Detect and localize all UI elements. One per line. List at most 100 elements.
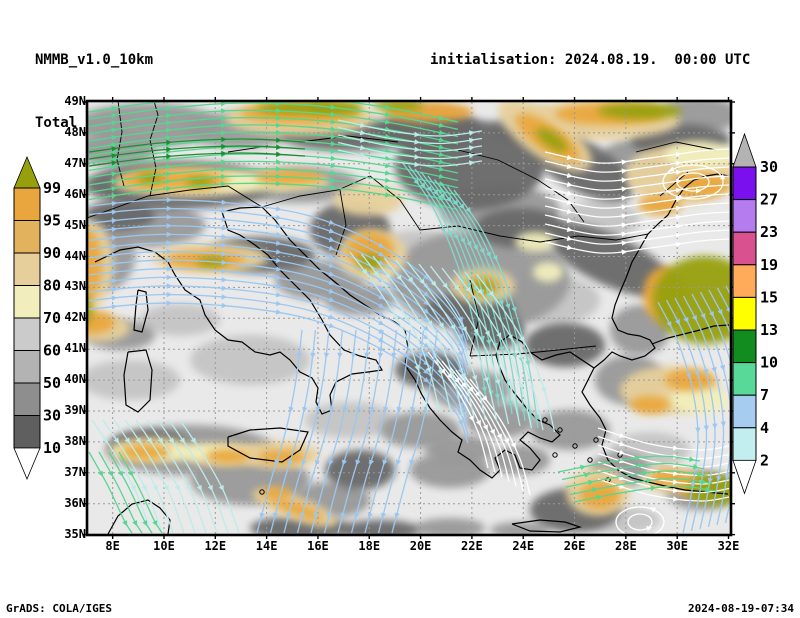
wind-streamline <box>360 253 441 413</box>
wind-arrowhead <box>220 101 227 107</box>
wind-arrowhead <box>124 437 131 444</box>
wind-arrowhead <box>367 512 373 519</box>
wind-arrowhead <box>454 377 460 384</box>
wind-streamline <box>88 124 459 152</box>
wind-streamline <box>108 451 153 534</box>
wind-arrowhead <box>717 309 723 316</box>
country-border <box>335 189 347 256</box>
wind-arrowhead <box>313 512 319 519</box>
wind-arrowhead <box>566 208 573 214</box>
latitude-tick-label: 36N <box>64 495 86 510</box>
wind-arrowhead <box>276 94 282 99</box>
wind-arrowhead <box>220 159 227 165</box>
wind-arrowhead <box>141 484 147 491</box>
wind-arrowhead <box>433 189 439 196</box>
wind-arrowhead <box>355 459 361 466</box>
longitude-tick-label: 30E <box>666 539 689 553</box>
wind-arrowhead <box>452 199 458 206</box>
wind-arrowhead <box>675 187 682 193</box>
wind-arrowhead <box>621 204 628 210</box>
wind-arrowhead <box>300 512 306 519</box>
wind-arrowhead <box>328 305 335 311</box>
wind-arrowhead <box>221 251 228 257</box>
wind-streamline <box>391 329 438 534</box>
wind-arrowhead <box>484 330 490 337</box>
wind-arrowhead <box>330 104 337 110</box>
wind-streamline <box>469 378 531 496</box>
wind-streamline <box>310 329 357 534</box>
wind-arrowhead <box>488 290 494 297</box>
wind-arrowhead <box>384 272 391 279</box>
wind-arrowhead <box>468 152 475 159</box>
wind-arrowhead <box>423 368 430 375</box>
wind-arrowhead <box>642 470 649 476</box>
island <box>557 427 563 433</box>
wind-arrowhead <box>330 148 337 154</box>
island <box>587 457 593 463</box>
wind-arrowhead <box>418 352 424 359</box>
wind-arrowhead <box>438 144 445 150</box>
colorbar-segment <box>732 296 757 331</box>
cloud-blob <box>653 256 731 344</box>
colorbar-segment <box>732 231 757 266</box>
wind-arrowhead <box>328 314 335 320</box>
colorbar-tick-label: 13 <box>760 321 778 339</box>
wind-arrowhead <box>221 234 228 240</box>
wind-arrowhead <box>152 520 158 527</box>
colorbar-tick-label: 2 <box>760 451 769 469</box>
wind-arrowhead <box>410 406 416 413</box>
colorbar-tick-label: 80 <box>43 277 61 295</box>
colorbar-tick-label: 10 <box>43 439 61 457</box>
colorbar-tick-label: 23 <box>760 223 778 241</box>
colorbar-tick-label: 10 <box>760 354 778 372</box>
wind-arrowhead <box>378 259 385 265</box>
cloud-cover-colorbar: 99 95 90 80 70 60 50 30 10 <box>13 155 61 481</box>
wind-arrowhead <box>111 226 118 232</box>
wind-arrowhead <box>440 368 446 375</box>
colorbar-arrow-top <box>13 155 41 189</box>
wind-arrowhead <box>328 459 334 466</box>
longitude-tick-label: 32E <box>717 539 740 553</box>
wind-arrowhead <box>449 371 455 378</box>
wind-arrowhead <box>414 161 421 168</box>
wind-arrowhead <box>314 459 320 466</box>
wind-arrowhead <box>221 277 228 283</box>
colorbar-segment <box>732 166 757 201</box>
wind-arrowhead <box>566 181 573 187</box>
wind-arrowhead <box>460 237 465 244</box>
wind-arrowhead <box>378 242 385 248</box>
colorbar-tick-label: 50 <box>43 374 61 392</box>
wind-arrowhead <box>465 286 471 293</box>
model-name: NMMB_v1.0_10km <box>35 52 154 68</box>
wind-arrowhead <box>377 352 384 359</box>
cloud-blob <box>515 232 555 252</box>
wind-arrowhead <box>111 252 118 258</box>
wind-streamline <box>544 211 730 227</box>
wind-arrowhead <box>689 456 695 462</box>
wind-arrowhead <box>675 196 682 202</box>
wind-streamline <box>372 255 452 415</box>
wind-arrowhead <box>166 146 172 153</box>
wind-arrowhead <box>220 181 227 187</box>
wind-arrowhead <box>566 199 573 205</box>
creation-timestamp: 2024-08-19-07:34 <box>688 602 794 615</box>
wind-arrowhead <box>378 285 385 291</box>
wind-arrowhead <box>384 163 391 169</box>
wind-arrowhead <box>438 173 445 179</box>
wind-arrowhead <box>168 437 175 444</box>
wind-arrowhead <box>438 122 445 128</box>
wind-arrowhead <box>165 186 172 192</box>
wind-arrowhead <box>692 315 697 322</box>
wind-arrowhead <box>275 249 282 255</box>
cloud-blob <box>206 449 250 463</box>
colorbar-segment <box>732 362 757 396</box>
wind-arrowhead <box>111 209 118 215</box>
wind-arrowhead <box>486 339 492 346</box>
wind-arrowhead <box>165 120 172 126</box>
wind-arrowhead <box>384 104 391 110</box>
cloud-blob <box>415 518 485 535</box>
island <box>572 443 578 449</box>
wind-streamline <box>420 172 507 411</box>
wind-streamline <box>88 168 459 196</box>
wind-arrowhead <box>354 512 360 519</box>
